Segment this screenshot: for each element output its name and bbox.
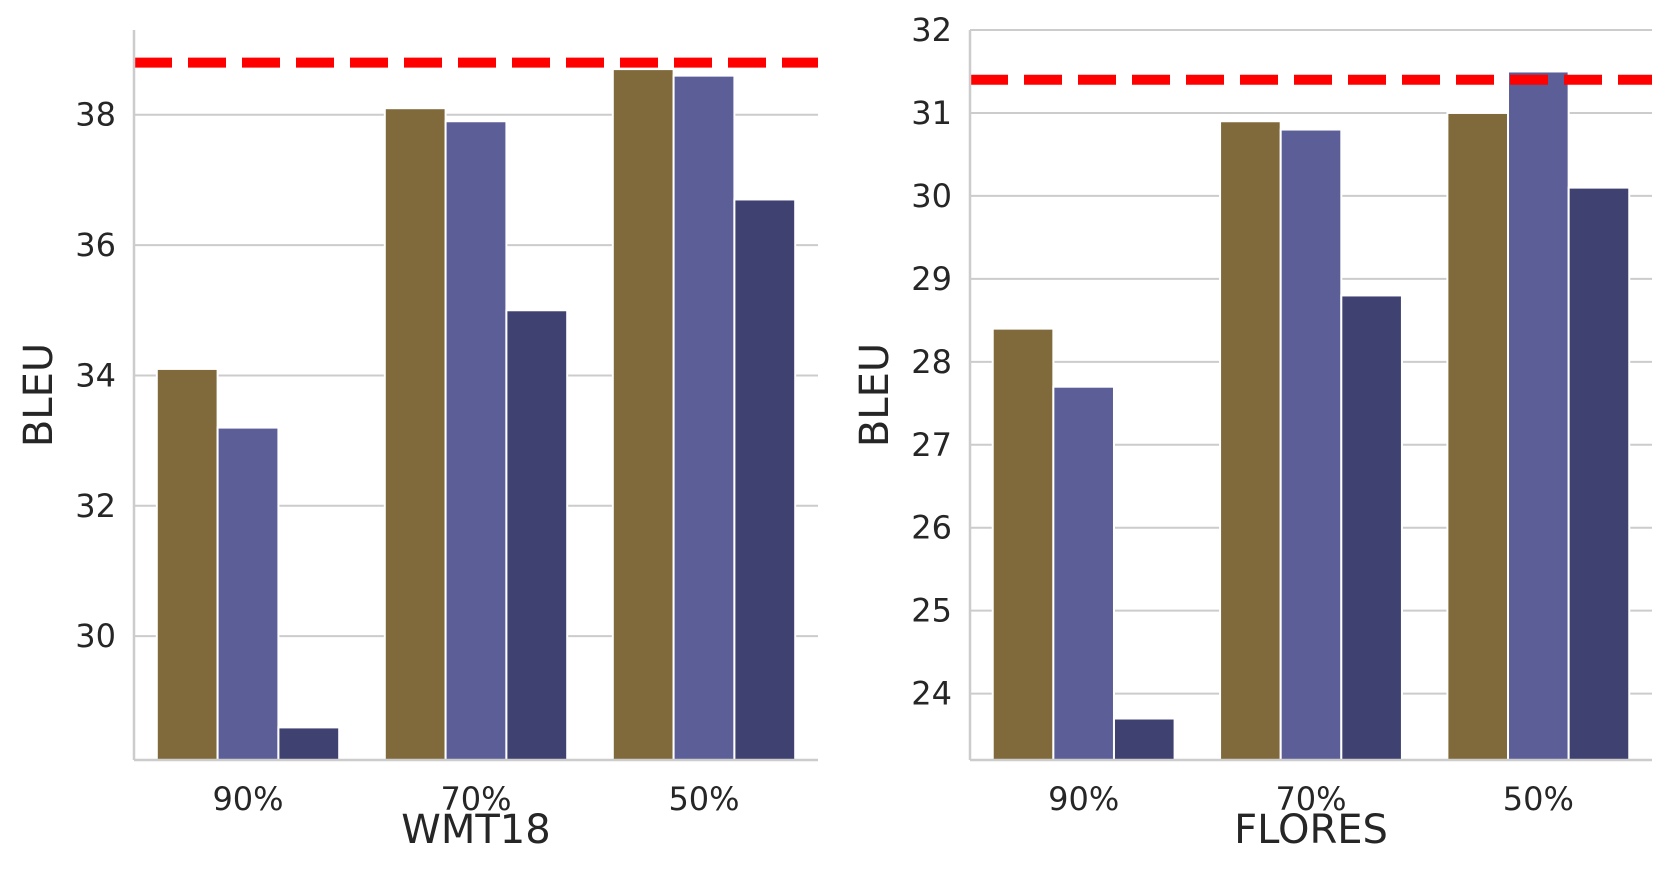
bar-series-2-90pct — [216, 426, 280, 761]
bar-series-1-70pct — [383, 107, 447, 761]
y-tick-label: 32 — [911, 11, 952, 49]
y-tick-label: 32 — [75, 487, 116, 525]
y-tick-label: 28 — [911, 343, 952, 381]
x-axis-label: WMT18 — [401, 807, 550, 853]
bar-series-1-70pct — [1219, 120, 1282, 761]
y-tick-label: 34 — [75, 356, 116, 394]
y-tick-label: 30 — [75, 617, 116, 655]
bar-series-1-50pct — [1446, 111, 1510, 762]
y-tick-label: 36 — [75, 226, 116, 264]
y-tick-label: 30 — [911, 177, 952, 215]
y-tick-label: 27 — [911, 426, 952, 464]
x-tick-label: 70% — [440, 780, 511, 818]
bar-series-3-50pct — [1567, 186, 1631, 761]
x-tick-label: 70% — [1275, 780, 1346, 818]
bar-series-2-50pct — [672, 74, 736, 761]
bar-series-2-90pct — [1052, 385, 1115, 761]
x-tick-label: 50% — [1503, 780, 1574, 818]
x-axis-label: FLORES — [1234, 807, 1388, 853]
bar-series-1-90pct — [991, 327, 1055, 761]
y-tick-label: 24 — [911, 675, 952, 713]
bar-series-2-50pct — [1507, 70, 1570, 761]
bar-series-2-70pct — [1279, 128, 1343, 761]
bar-series-3-90pct — [277, 726, 341, 761]
bar-series-3-90pct — [1112, 717, 1176, 761]
y-axis-label: BLEU — [852, 343, 898, 447]
y-tick-label: 25 — [911, 592, 952, 630]
wmt18-panel: 30 32 34 36 38 90% 70% 50% WMT18 BLEU — [16, 30, 818, 853]
bar-series-2-70pct — [444, 120, 508, 761]
y-tick-label: 26 — [911, 509, 952, 547]
y-axis-label: BLEU — [16, 343, 62, 447]
bar-series-3-70pct — [505, 309, 569, 761]
bar-series-3-50pct — [733, 198, 797, 761]
bar-series-1-50pct — [611, 68, 675, 762]
bar-series-3-70pct — [1340, 294, 1403, 761]
bar-series-1-90pct — [155, 367, 219, 761]
x-tick-label: 50% — [668, 780, 739, 818]
y-tick-label: 29 — [911, 260, 952, 298]
y-tick-label: 31 — [911, 94, 952, 132]
x-tick-label: 90% — [212, 780, 283, 818]
flores-panel: 24 25 26 27 28 29 30 31 32 90% 70% 50% FLORES BLEU — [852, 11, 1652, 853]
x-tick-label: 90% — [1048, 780, 1119, 818]
y-tick-label: 38 — [75, 96, 116, 134]
